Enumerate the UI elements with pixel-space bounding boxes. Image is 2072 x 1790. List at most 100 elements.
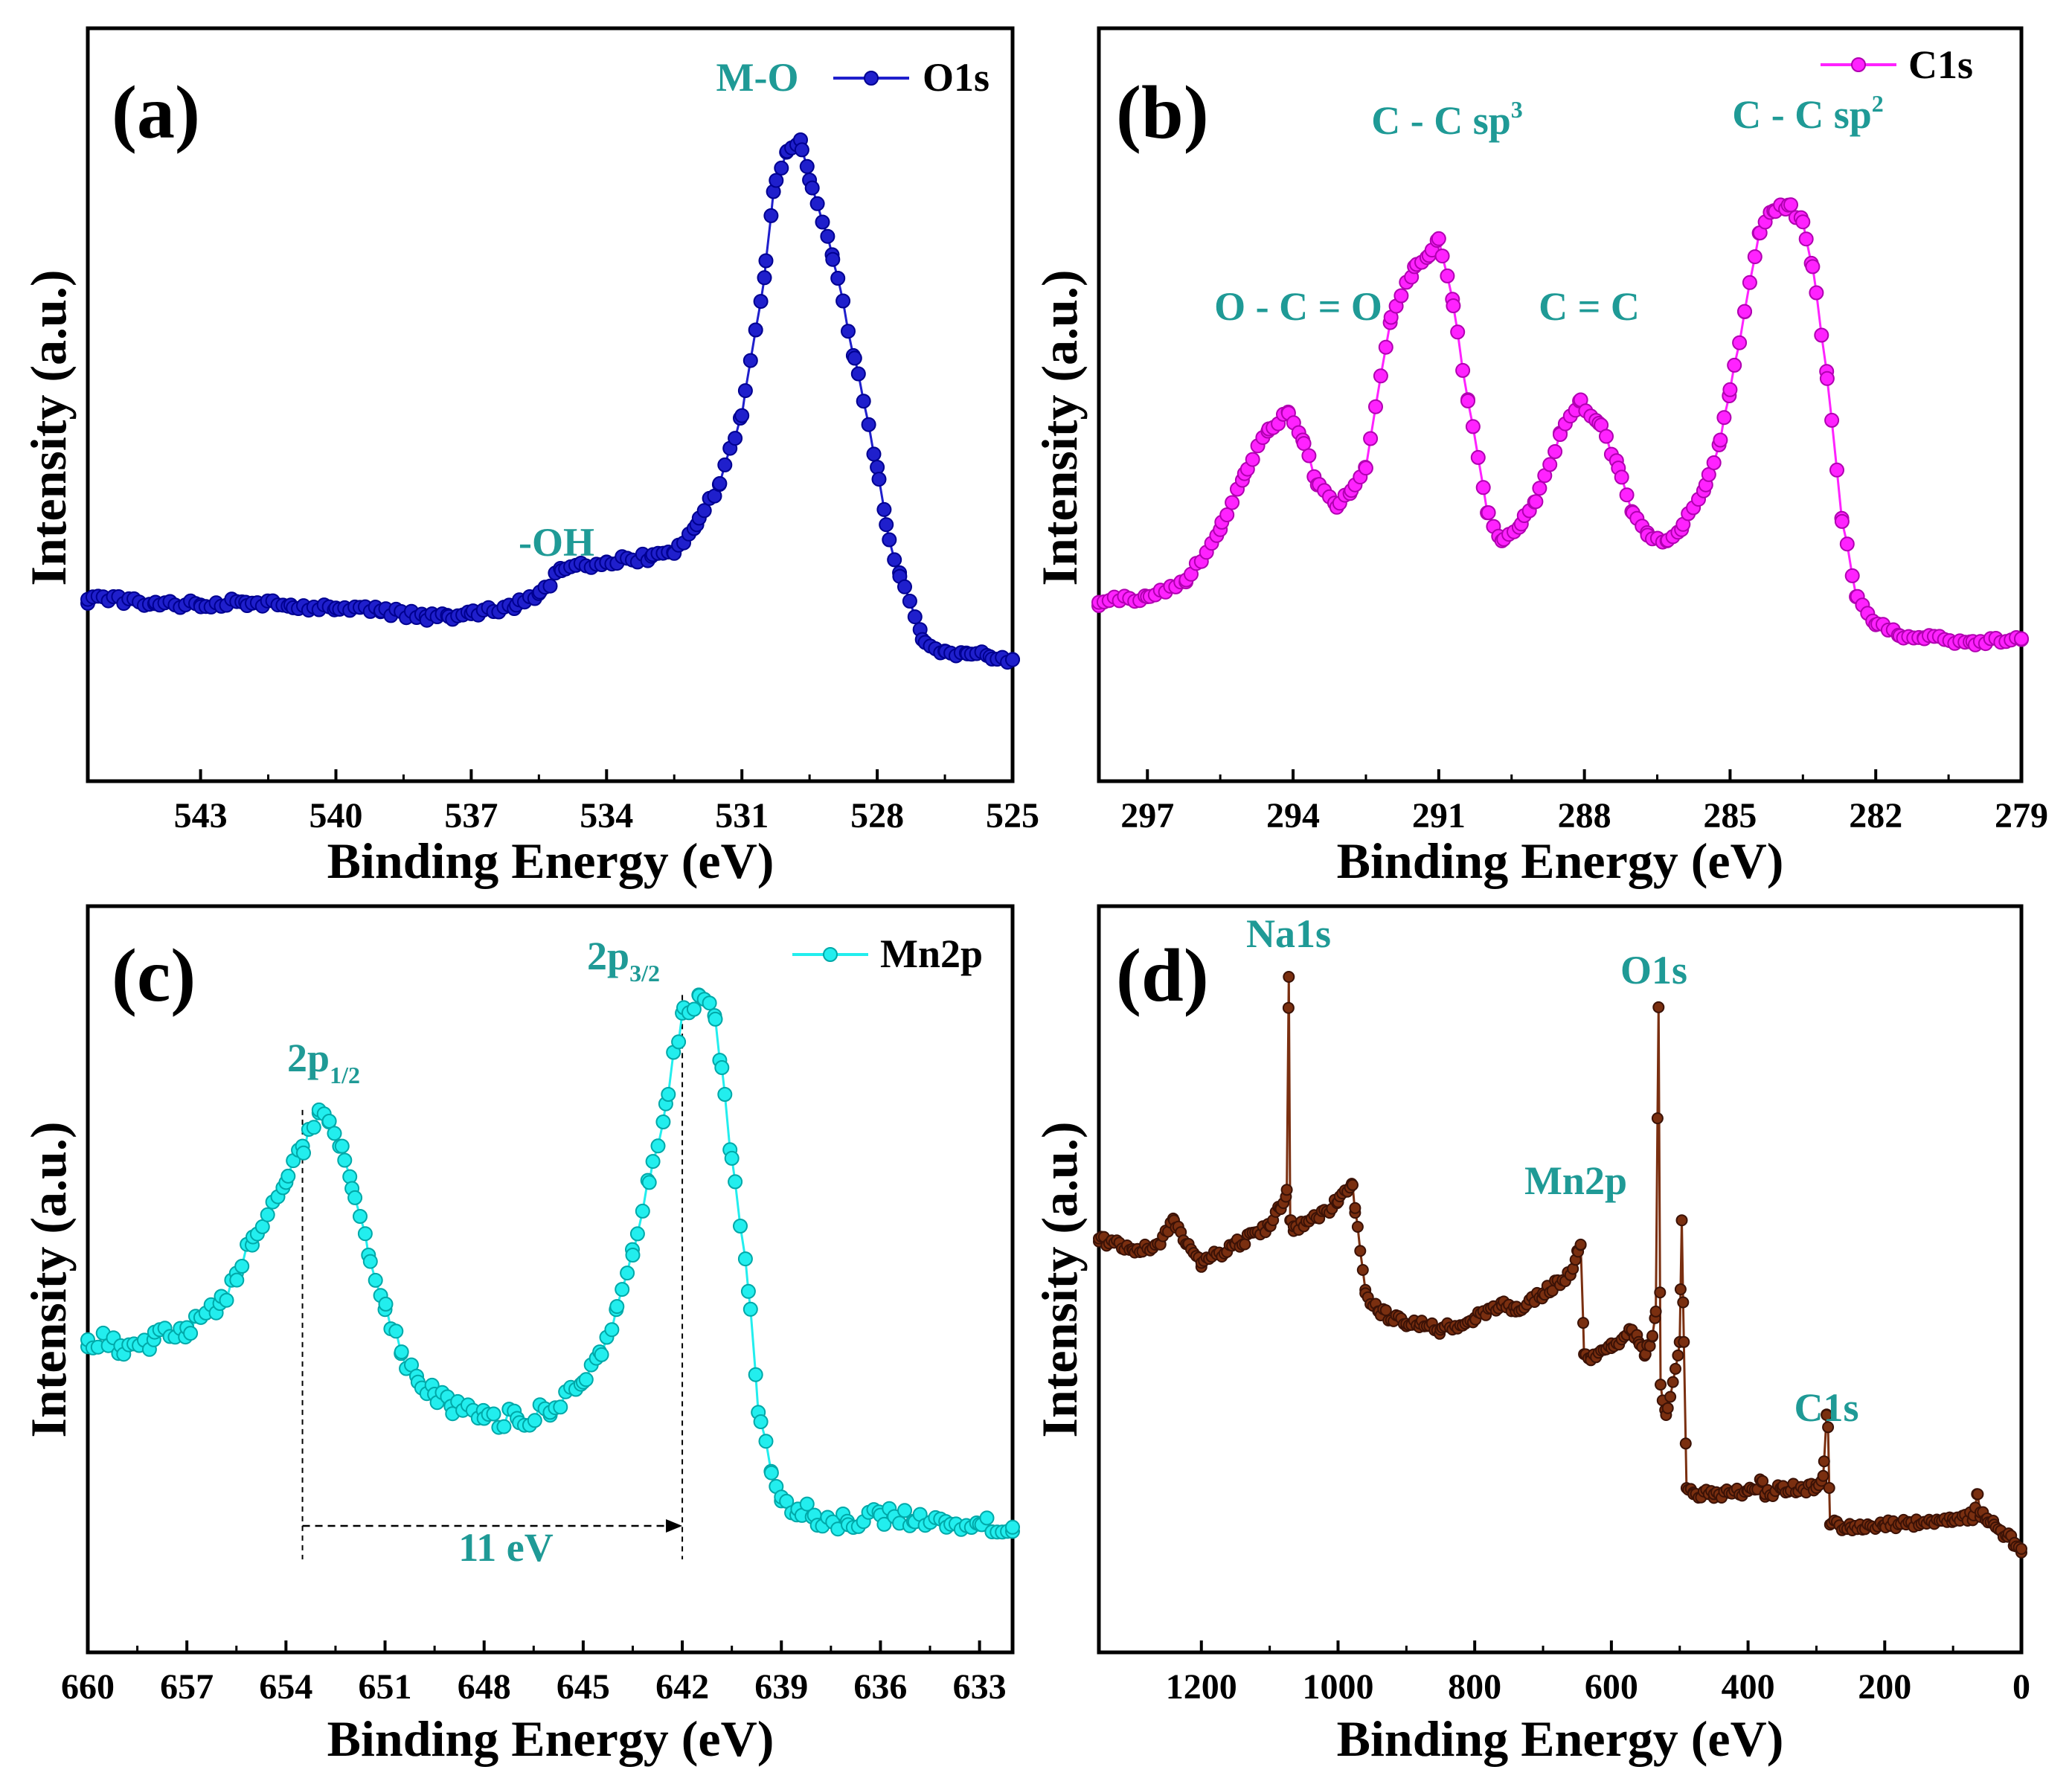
panel-d-data-point <box>1351 1221 1364 1233</box>
panel-d-data-point <box>1646 1329 1658 1342</box>
panel-c-data-point <box>327 1126 342 1141</box>
panel-d-xtick-label: 800 <box>1448 1667 1501 1707</box>
panel-b-data-point <box>1532 481 1547 496</box>
panel-c-data-point <box>594 1347 609 1362</box>
panel-b-data-point <box>1834 513 1850 529</box>
panel-a-xtick-label: 543 <box>174 796 228 835</box>
panel-b-data-point <box>1742 275 1757 290</box>
panel-b-data-point <box>1373 368 1388 384</box>
panel-d-data-point <box>1649 1305 1662 1318</box>
panel-b-data-point <box>1296 436 1312 452</box>
panel-a-data-point <box>820 228 835 244</box>
panel-b-data-point <box>1619 487 1635 503</box>
panel-a-data-point <box>542 578 558 594</box>
panel-a-xlabel: Binding Energy (eV) <box>327 833 774 889</box>
panel-d-data-point <box>1654 1286 1667 1299</box>
panel-b-annotation-c-c-sp2-text: C - C sp <box>1732 92 1872 137</box>
panel-a-data-point <box>847 350 862 366</box>
panel-a-data-point <box>861 417 876 432</box>
panel-b-data-point <box>1732 335 1748 350</box>
panel-a-data-point <box>850 366 866 382</box>
panel-a-data-point <box>870 460 885 475</box>
panel-b-annotation-c-c-sp2-sup: 2 <box>1872 90 1884 117</box>
panel-a-data-point <box>841 324 856 339</box>
panel-c-xtick-label: 657 <box>160 1667 214 1707</box>
panel-d-data-point <box>1674 1283 1687 1295</box>
panel-b-xlabel: Binding Energy (eV) <box>1337 833 1784 889</box>
panel-b-data-point <box>1301 448 1317 463</box>
panel-d-data-point <box>1283 971 1295 983</box>
panel-b-data-point <box>1805 259 1821 275</box>
panel-b-annotation-c-c-sp3-text: C - C sp <box>1371 98 1511 143</box>
panel-b-data-point <box>1722 382 1738 397</box>
panel-c-label: (c) <box>112 934 196 1018</box>
panel-c-data-point <box>219 1292 234 1308</box>
panel-c-xtick-label: 642 <box>655 1667 709 1707</box>
panel-b-data-point <box>1839 536 1855 552</box>
panel-b-data-point <box>1528 494 1544 510</box>
panel-b-data-point <box>1542 457 1558 472</box>
panel-d-data-point <box>1282 1001 1295 1014</box>
panel-c-xtick-label: 660 <box>61 1667 115 1707</box>
panel-b-data-point <box>1465 419 1481 434</box>
panel-b-data-point <box>1245 452 1260 467</box>
panel-a-xtick-label: 537 <box>444 796 498 835</box>
panel-b-ylabel: Intensity (a.u.) <box>1031 269 1088 586</box>
panel-c-annotation-11ev: 11 eV <box>458 1525 554 1570</box>
panel-b-data-point <box>1737 304 1752 319</box>
panel-d-data-point <box>1280 1184 1293 1196</box>
panel-c-data-point <box>620 1265 635 1281</box>
panel-d-xtick-label: 1000 <box>1302 1667 1373 1707</box>
panel-c-data-point <box>671 1034 687 1050</box>
panel-c-data-point <box>876 1516 892 1532</box>
panel-c-data-point <box>496 1419 512 1434</box>
panel-b-data-point <box>1455 362 1471 378</box>
panel-c-data-point <box>604 1322 620 1338</box>
panel-c-data-point <box>229 1272 245 1288</box>
panel-d-data-point <box>1672 1349 1684 1361</box>
panel-a-data-point <box>897 579 912 594</box>
panel-c-data-point <box>979 1510 995 1526</box>
panel-a-data-point <box>825 251 841 267</box>
panel-a-ticks: 543 540 537 534 531 528 525 <box>174 769 1039 835</box>
panel-b-data-point <box>1599 429 1614 444</box>
panel-c-frame <box>86 904 1015 1655</box>
panel-d-data-point <box>1655 1379 1667 1391</box>
panel-a-xtick-label: 531 <box>715 796 769 835</box>
panel-d-data-point <box>1664 1390 1677 1403</box>
panel-c-xtick-label: 654 <box>259 1667 312 1707</box>
panel-a-xtick-label: 534 <box>580 796 633 835</box>
panel-c-data-point <box>347 1190 363 1205</box>
panel-b-xtick-label: 297 <box>1120 796 1174 835</box>
panel-c-data-point <box>362 1254 378 1269</box>
panel-c-annotation-2p12-text: 2p <box>287 1036 330 1080</box>
panel-c-series <box>80 987 1020 1540</box>
panel-a-data-point <box>763 208 779 223</box>
panel-c-xtick-label: 636 <box>853 1667 907 1707</box>
panel-b-frame <box>1097 26 2024 783</box>
panel-d-data-point <box>1239 1238 1251 1251</box>
panel-d-data-point <box>1651 1112 1664 1125</box>
panel-b-annotation-c-c-sp3: C - C sp3 <box>1371 96 1523 143</box>
panel-c-data-point <box>378 1296 394 1312</box>
panel-c-data-point <box>799 1496 815 1512</box>
panel-a-data-point <box>871 472 887 487</box>
panel-d-xtick-label: 400 <box>1722 1667 1775 1707</box>
panel-b-data-point <box>1225 495 1240 510</box>
panel-d-data-point <box>1822 1421 1835 1434</box>
panel-b-xtick-label: 279 <box>1995 796 2048 835</box>
panel-d-annotation-o1s: O1s <box>1620 948 1687 992</box>
panel-b-xtick-label: 291 <box>1412 796 1466 835</box>
panel-d-data-point <box>1347 1178 1359 1191</box>
panel-d-frame <box>1097 904 2024 1655</box>
panel-c-data-point <box>714 1060 730 1075</box>
panel-b-data-point <box>1363 431 1379 446</box>
panel-a-legend-label: O1s <box>923 55 990 100</box>
panel-c-data-point <box>394 1344 409 1360</box>
panel-b-series <box>1091 197 2029 652</box>
panel-b-data-point <box>1727 357 1742 373</box>
panel-b-data-point <box>2014 631 2029 647</box>
panel-d-annotation-c1s: C1s <box>1794 1385 1858 1430</box>
panel-a-data-point <box>748 322 763 338</box>
panel-a-data-point <box>830 271 846 286</box>
